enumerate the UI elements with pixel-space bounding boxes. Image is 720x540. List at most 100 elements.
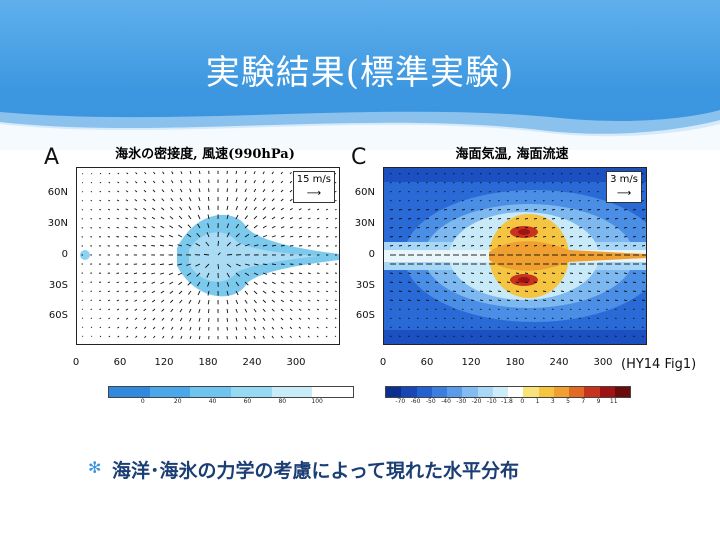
vector-arrow [632,335,635,338]
vector-arrow [452,281,457,284]
vector-arrow [425,172,428,175]
vector-arrow [289,281,294,284]
vector-arrow [614,308,617,311]
vector-arrow [398,281,403,284]
vector-arrow [171,180,174,184]
vector-arrow [189,170,192,175]
vector-arrow [398,272,403,275]
vector-arrow [271,171,274,175]
vector-arrow [280,317,284,321]
vector-arrow [169,299,174,304]
vector-arrow [407,172,410,175]
vector-arrow [479,208,484,211]
vector-arrow [143,189,147,193]
vector-arrow [614,272,619,275]
vector-arrow [596,217,601,220]
bullet-icon: ✻ [88,458,102,477]
vector-arrow [425,272,430,275]
vector-arrow [316,217,320,220]
vector-arrow [398,326,401,329]
vector-arrow [452,235,457,238]
vector-arrow [116,199,120,202]
vector-arrow [151,235,156,238]
vector-arrow [506,299,511,302]
vector-arrow [587,172,590,175]
vector-arrow [533,299,538,302]
panel-a-xtick: 240 [242,357,262,368]
vector-arrow [452,317,455,320]
vector-arrow [551,181,554,184]
vector-arrow [152,198,156,202]
panel-c: C 海面気温, 海面流速 60N 30N 0 30S 60S 3 m/s ⟶ 0… [347,143,647,378]
vector-arrow [90,335,93,337]
vector-arrow [217,252,221,256]
colorbar-segment [447,387,463,397]
vector-arrow [587,281,592,284]
vector-arrow [307,317,311,320]
vector-arrow [605,281,610,284]
colorbar-label: 5 [566,398,570,405]
vector-arrow [235,188,238,193]
vector-arrow [407,244,412,247]
vector-arrow [632,235,637,238]
vector-arrow [244,188,247,193]
vector-arrow [524,335,527,338]
vector-arrow [289,308,293,312]
vector-arrow [641,226,646,229]
vector-arrow [280,290,285,294]
vector-arrow [470,326,473,329]
vector-arrow [596,299,601,302]
vector-arrow [289,171,292,175]
vector-arrow [143,326,147,330]
vector-arrow [497,172,500,175]
vector-arrow [117,335,120,338]
panel-c-colorbar-labels: -70 -60 -50 -40 -30 -20 -10 -1.8 0 1 3 5 7 9 11 [385,398,629,408]
vector-arrow [560,181,563,184]
vector-arrow [398,181,401,184]
vector-arrow [641,290,646,293]
vector-arrow [126,335,129,338]
vector-arrow [515,290,520,293]
vector-arrow [99,317,102,320]
vector-arrow [280,326,284,330]
vector-arrow [289,217,294,220]
vector-arrow [235,223,240,229]
vector-arrow [596,172,599,175]
colorbar-label: -1.8 [501,398,513,405]
vector-arrow [188,215,192,220]
vector-arrow [407,181,410,184]
vector-arrow [180,171,183,175]
panel-a-ytick: 0 [61,249,68,260]
colorbar-segment [599,387,615,397]
vector-arrow [143,299,147,303]
vector-arrow [443,235,448,238]
colorbar-segment [477,387,493,397]
vector-arrow [289,226,294,229]
vector-arrow [195,243,201,247]
vector-arrow [198,205,201,211]
vector-arrow [280,207,284,211]
vector-arrow [479,326,482,329]
vector-arrow [569,217,574,220]
vector-arrow [470,226,475,229]
vector-arrow [533,172,536,175]
vector-arrow [271,235,276,238]
vector-arrow [533,244,538,247]
vector-arrow [116,217,120,220]
vector-arrow [425,235,430,238]
vector-arrow [560,317,563,320]
vector-arrow [605,308,608,311]
vector-arrow [180,335,183,339]
vector-arrow [125,317,129,320]
vector-arrow [425,299,430,302]
vector-arrow [596,181,599,184]
vector-arrow [443,281,448,284]
vector-arrow [307,235,311,238]
vector-arrow [434,299,439,302]
vector-arrow [197,214,201,220]
vector-arrow [434,335,437,338]
vector-arrow [524,326,527,329]
vector-arrow [479,172,482,175]
vector-arrow [398,299,403,302]
vector-arrow [578,281,583,284]
